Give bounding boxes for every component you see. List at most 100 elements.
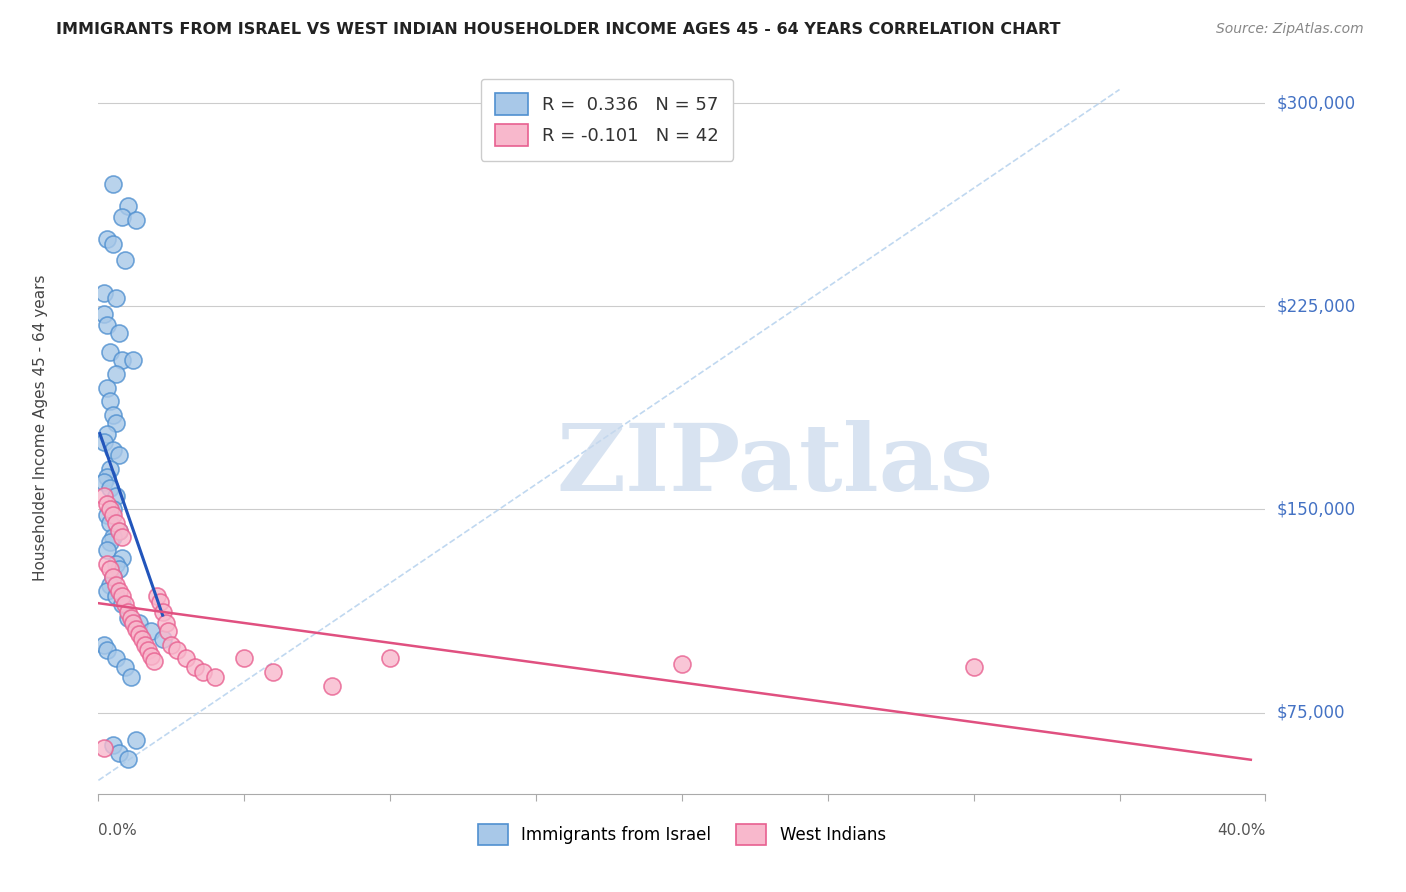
Point xyxy=(166,643,188,657)
Point xyxy=(111,589,134,603)
Point xyxy=(108,583,131,598)
Point xyxy=(136,643,159,657)
Point xyxy=(125,212,148,227)
Point xyxy=(122,616,145,631)
Point xyxy=(104,291,127,305)
Point xyxy=(93,740,115,755)
Point xyxy=(125,732,148,747)
Point xyxy=(96,557,118,571)
Text: $150,000: $150,000 xyxy=(1277,500,1355,518)
Point xyxy=(96,543,118,558)
Point xyxy=(193,665,215,679)
Point xyxy=(108,524,131,538)
Point xyxy=(101,508,124,522)
Point xyxy=(98,345,121,359)
Point xyxy=(104,367,127,381)
Point xyxy=(101,178,124,192)
Point xyxy=(96,508,118,522)
Point xyxy=(108,326,131,341)
Point xyxy=(96,497,118,511)
Point xyxy=(122,353,145,368)
Point xyxy=(96,380,118,394)
Point xyxy=(98,394,121,409)
Point xyxy=(98,462,121,476)
Text: 0.0%: 0.0% xyxy=(98,823,138,838)
Point xyxy=(120,670,142,684)
Text: IMMIGRANTS FROM ISRAEL VS WEST INDIAN HOUSEHOLDER INCOME AGES 45 - 64 YEARS CORR: IMMIGRANTS FROM ISRAEL VS WEST INDIAN HO… xyxy=(56,22,1060,37)
Point xyxy=(117,199,139,213)
Point xyxy=(104,516,127,530)
Point xyxy=(93,285,115,300)
Point xyxy=(104,651,127,665)
Point xyxy=(101,502,124,516)
Point xyxy=(98,481,121,495)
Point xyxy=(380,651,402,665)
Point xyxy=(111,597,134,611)
Point xyxy=(128,616,150,631)
Point xyxy=(155,616,177,631)
Point xyxy=(101,529,124,543)
Text: ZIPatlas: ZIPatlas xyxy=(557,420,994,509)
Point xyxy=(962,659,984,673)
Point xyxy=(101,442,124,457)
Point xyxy=(139,648,162,663)
Point xyxy=(101,570,124,584)
Point xyxy=(104,589,127,603)
Point xyxy=(157,624,180,639)
Point xyxy=(128,627,150,641)
Point xyxy=(108,562,131,576)
Point xyxy=(93,638,115,652)
Point xyxy=(96,318,118,333)
Point xyxy=(96,231,118,245)
Text: $300,000: $300,000 xyxy=(1277,94,1355,112)
Point xyxy=(98,535,121,549)
Point xyxy=(101,570,124,584)
Point xyxy=(117,611,139,625)
Point xyxy=(152,606,174,620)
Point xyxy=(321,679,343,693)
Point xyxy=(98,516,121,530)
Legend: Immigrants from Israel, West Indians: Immigrants from Israel, West Indians xyxy=(471,818,893,851)
Point xyxy=(108,524,131,538)
Point xyxy=(139,624,162,639)
Point xyxy=(96,583,118,598)
Point xyxy=(108,448,131,462)
Text: Source: ZipAtlas.com: Source: ZipAtlas.com xyxy=(1216,22,1364,37)
Point xyxy=(104,557,127,571)
Point xyxy=(98,578,121,592)
Point xyxy=(101,408,124,422)
Point xyxy=(104,578,127,592)
Point xyxy=(98,562,121,576)
Point xyxy=(98,502,121,516)
Point xyxy=(152,632,174,647)
Point xyxy=(117,606,139,620)
Point xyxy=(111,353,134,368)
Point xyxy=(262,665,284,679)
Point xyxy=(233,651,256,665)
Point xyxy=(671,657,693,671)
Point xyxy=(104,416,127,430)
Point xyxy=(104,489,127,503)
Text: Householder Income Ages 45 - 64 years: Householder Income Ages 45 - 64 years xyxy=(32,275,48,582)
Point xyxy=(131,632,153,647)
Point xyxy=(149,594,172,608)
Point xyxy=(93,434,115,449)
Point xyxy=(183,659,205,673)
Point xyxy=(93,489,115,503)
Point xyxy=(114,253,136,268)
Point xyxy=(134,638,156,652)
Point xyxy=(101,738,124,752)
Point xyxy=(146,589,169,603)
Point xyxy=(160,638,183,652)
Point xyxy=(96,470,118,484)
Point xyxy=(111,210,134,224)
Text: 40.0%: 40.0% xyxy=(1218,823,1265,838)
Point xyxy=(111,529,134,543)
Point xyxy=(120,611,142,625)
Point xyxy=(114,659,136,673)
Point xyxy=(111,551,134,566)
Point xyxy=(142,654,165,668)
Text: $75,000: $75,000 xyxy=(1277,704,1346,722)
Text: $225,000: $225,000 xyxy=(1277,297,1355,315)
Point xyxy=(174,651,197,665)
